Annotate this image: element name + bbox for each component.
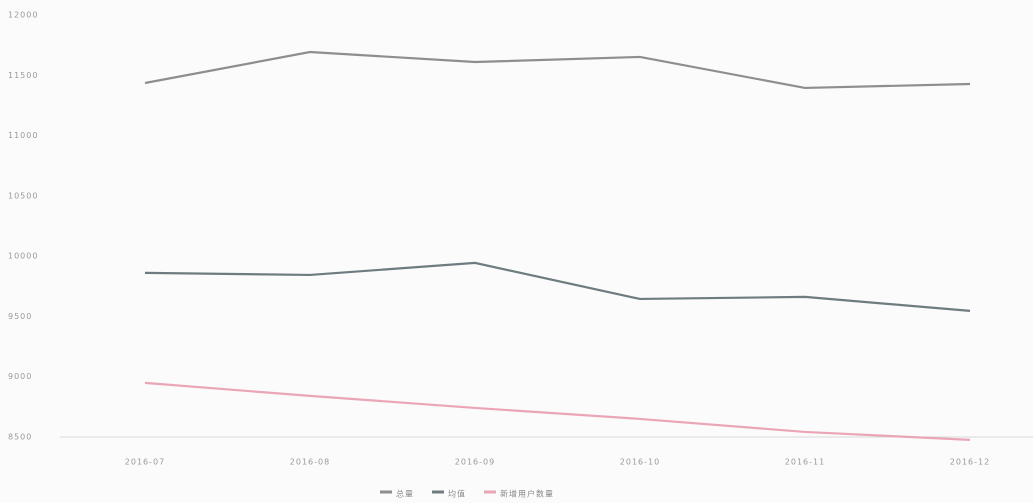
x-tick-label: 2016-07 [125, 458, 165, 467]
legend-label: 总量 [396, 489, 414, 499]
y-tick-label: 11500 [8, 71, 38, 80]
x-tick-label: 2016-11 [785, 458, 825, 467]
y-tick-label: 12000 [8, 11, 38, 20]
y-tick-label: 10000 [8, 252, 38, 261]
series-line [144, 50, 971, 90]
legend-label: 新增用户数量 [500, 489, 554, 499]
y-tick-label: 8500 [8, 433, 32, 442]
series-line [144, 261, 971, 312]
x-tick-label: 2016-08 [290, 458, 330, 467]
y-tick-label: 9000 [8, 372, 32, 381]
x-tick-label: 2016-09 [455, 458, 495, 467]
x-tick-label: 2016-10 [620, 458, 660, 467]
y-tick-label: 9500 [8, 312, 32, 321]
y-tick-label: 10500 [8, 191, 38, 200]
legend-label: 均值 [448, 489, 466, 499]
legend: 总量 均值 新增用户数量 [380, 489, 554, 499]
x-tick-label: 2016-12 [950, 458, 990, 467]
series-line [144, 381, 971, 441]
y-tick-label: 11000 [8, 131, 38, 140]
